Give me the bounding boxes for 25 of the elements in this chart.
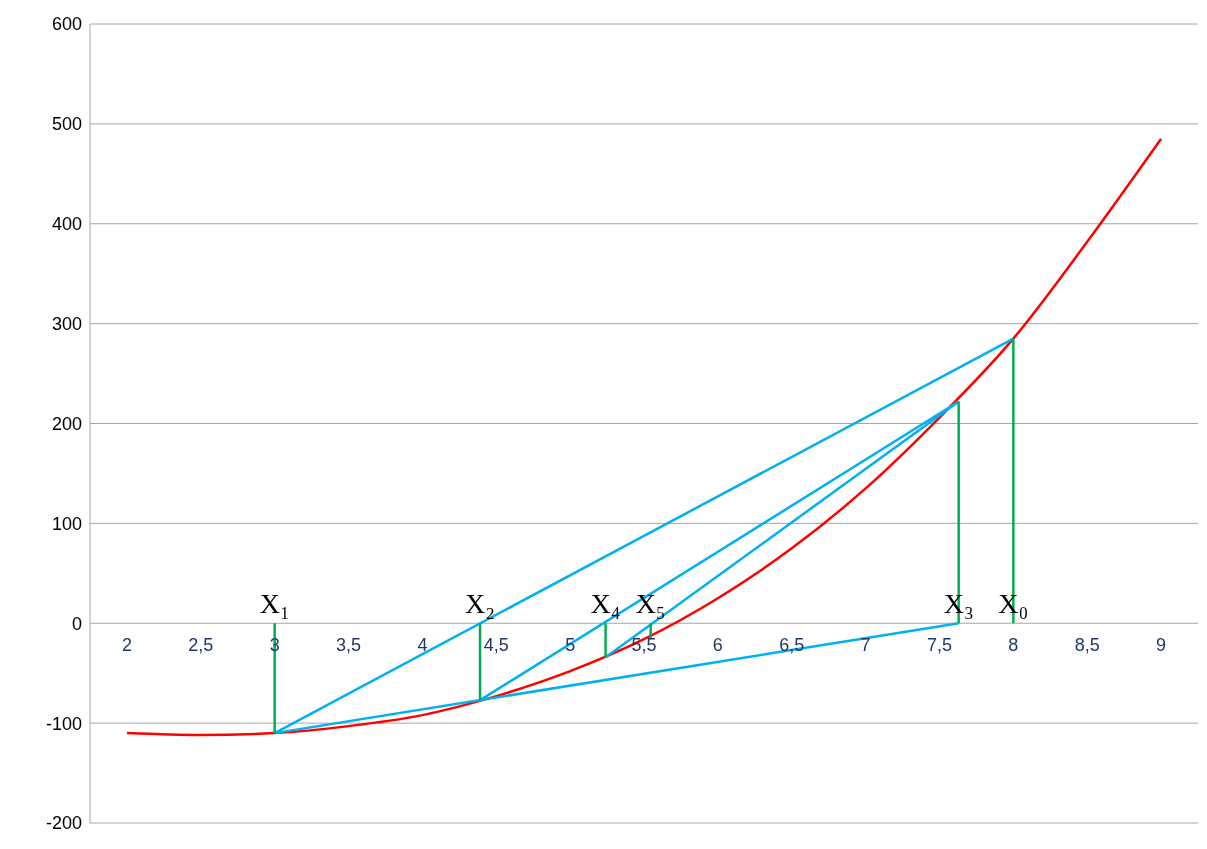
x-tick-label: 4,5 [483, 635, 509, 656]
x-tick-label: 5,5 [631, 635, 657, 656]
x-tick-label: 8 [1008, 635, 1019, 656]
y-tick-label: 100 [51, 513, 82, 534]
y-tick-label: 400 [51, 214, 82, 235]
y-tick-label: 300 [51, 314, 82, 335]
x-tick-label: 7,5 [926, 635, 952, 656]
y-tick-label: 0 [71, 613, 82, 634]
annotation: X₅ [635, 588, 666, 620]
y-tick-label: -100 [45, 713, 82, 734]
x-tick-label: 4 [417, 635, 428, 656]
x-tick-label: 8,5 [1074, 635, 1100, 656]
x-tick-label: 9 [1156, 635, 1167, 656]
y-tick-label: 600 [51, 14, 82, 35]
y-tick-label: 200 [51, 413, 82, 434]
y-tick-label: -200 [45, 813, 82, 834]
annotation: X₁ [259, 588, 290, 620]
x-tick-label: 2 [121, 635, 132, 656]
x-tick-label: 2,5 [188, 635, 214, 656]
annotation: X₂ [465, 588, 496, 620]
x-tick-label: 7 [860, 635, 871, 656]
annotation: X₄ [590, 588, 621, 620]
y-tick-label: 500 [51, 114, 82, 135]
x-tick-label: 6 [712, 635, 723, 656]
x-tick-label: 3,5 [336, 635, 362, 656]
